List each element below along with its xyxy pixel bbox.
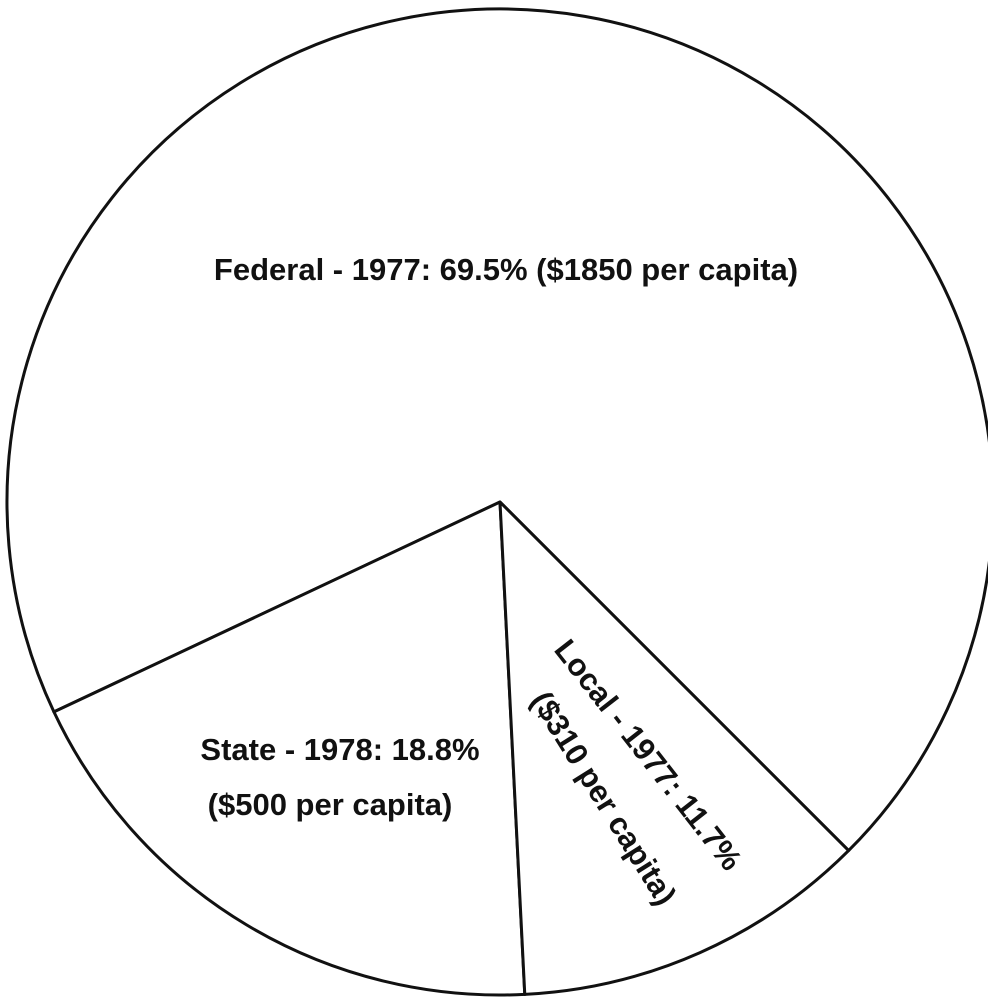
per-capita-label: ($1850 per capita) xyxy=(536,252,798,287)
pie-slice xyxy=(52,500,527,997)
slice-label: State - 1978: xyxy=(200,732,383,767)
state-label: State - 1978: 18.8% xyxy=(200,732,479,767)
slices xyxy=(5,7,988,997)
state-per-capita: ($500 per capita) xyxy=(208,787,453,822)
pie-slice xyxy=(5,7,988,853)
federal-label: Federal - 1977: 69.5% ($1850 per capita) xyxy=(214,252,798,287)
value-label: 18.8% xyxy=(392,732,480,767)
value-label: 69.5% xyxy=(440,252,528,287)
slice-label: Federal - 1977: xyxy=(214,252,431,287)
pie-slice xyxy=(498,500,851,996)
